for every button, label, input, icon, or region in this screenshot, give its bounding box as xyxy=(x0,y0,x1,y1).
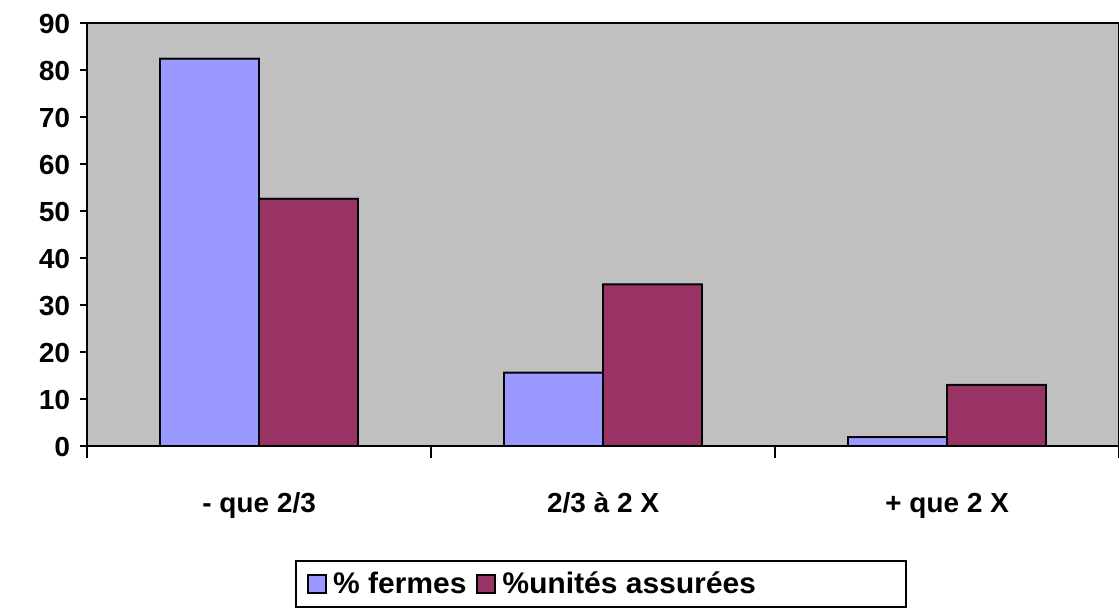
bar-fermes xyxy=(159,57,260,447)
bar-fermes xyxy=(503,371,604,447)
y-tick-label: 70 xyxy=(39,102,70,133)
legend-label-fermes: % fermes xyxy=(333,567,467,600)
x-axis: - que 2/3 2/3 à 2 X + que 2 X xyxy=(86,446,1119,518)
y-tick-label: 40 xyxy=(39,243,70,274)
bar-unites-assurees xyxy=(258,197,359,447)
y-tick-label: 0 xyxy=(54,431,70,462)
x-category-label: 2/3 à 2 X xyxy=(547,487,659,518)
y-axis: 0 10 20 30 40 50 60 70 80 90 xyxy=(39,8,87,462)
bar-chart: 0 10 20 30 40 50 60 70 80 90 - que 2/3 2/3 à 2 X + … xyxy=(39,8,1119,518)
y-tick-label: 80 xyxy=(39,55,70,86)
x-category-label: - que 2/3 xyxy=(202,487,316,518)
x-category-label: + que 2 X xyxy=(885,487,1009,518)
bar-unites-assurees xyxy=(602,283,703,447)
bar-fermes xyxy=(847,436,948,448)
y-tick-label: 20 xyxy=(39,337,70,368)
bars xyxy=(159,57,1047,448)
bar-unites-assurees xyxy=(946,383,1047,447)
y-tick-label: 10 xyxy=(39,384,70,415)
y-tick-label: 90 xyxy=(39,8,70,39)
legend-label-unites-assurees: %unités assurées xyxy=(502,567,756,600)
y-tick-label: 30 xyxy=(39,290,70,321)
legend-swatch-fermes xyxy=(307,574,327,594)
legend-swatch-unites-assurees xyxy=(476,574,497,594)
legend: % fermes %unités assurées xyxy=(295,560,907,608)
y-tick-label: 60 xyxy=(39,149,70,180)
legend-item-fermes: % fermes xyxy=(307,567,466,601)
legend-item-unites-assurees: %unités assurées xyxy=(476,567,756,601)
y-tick-label: 50 xyxy=(39,196,70,227)
